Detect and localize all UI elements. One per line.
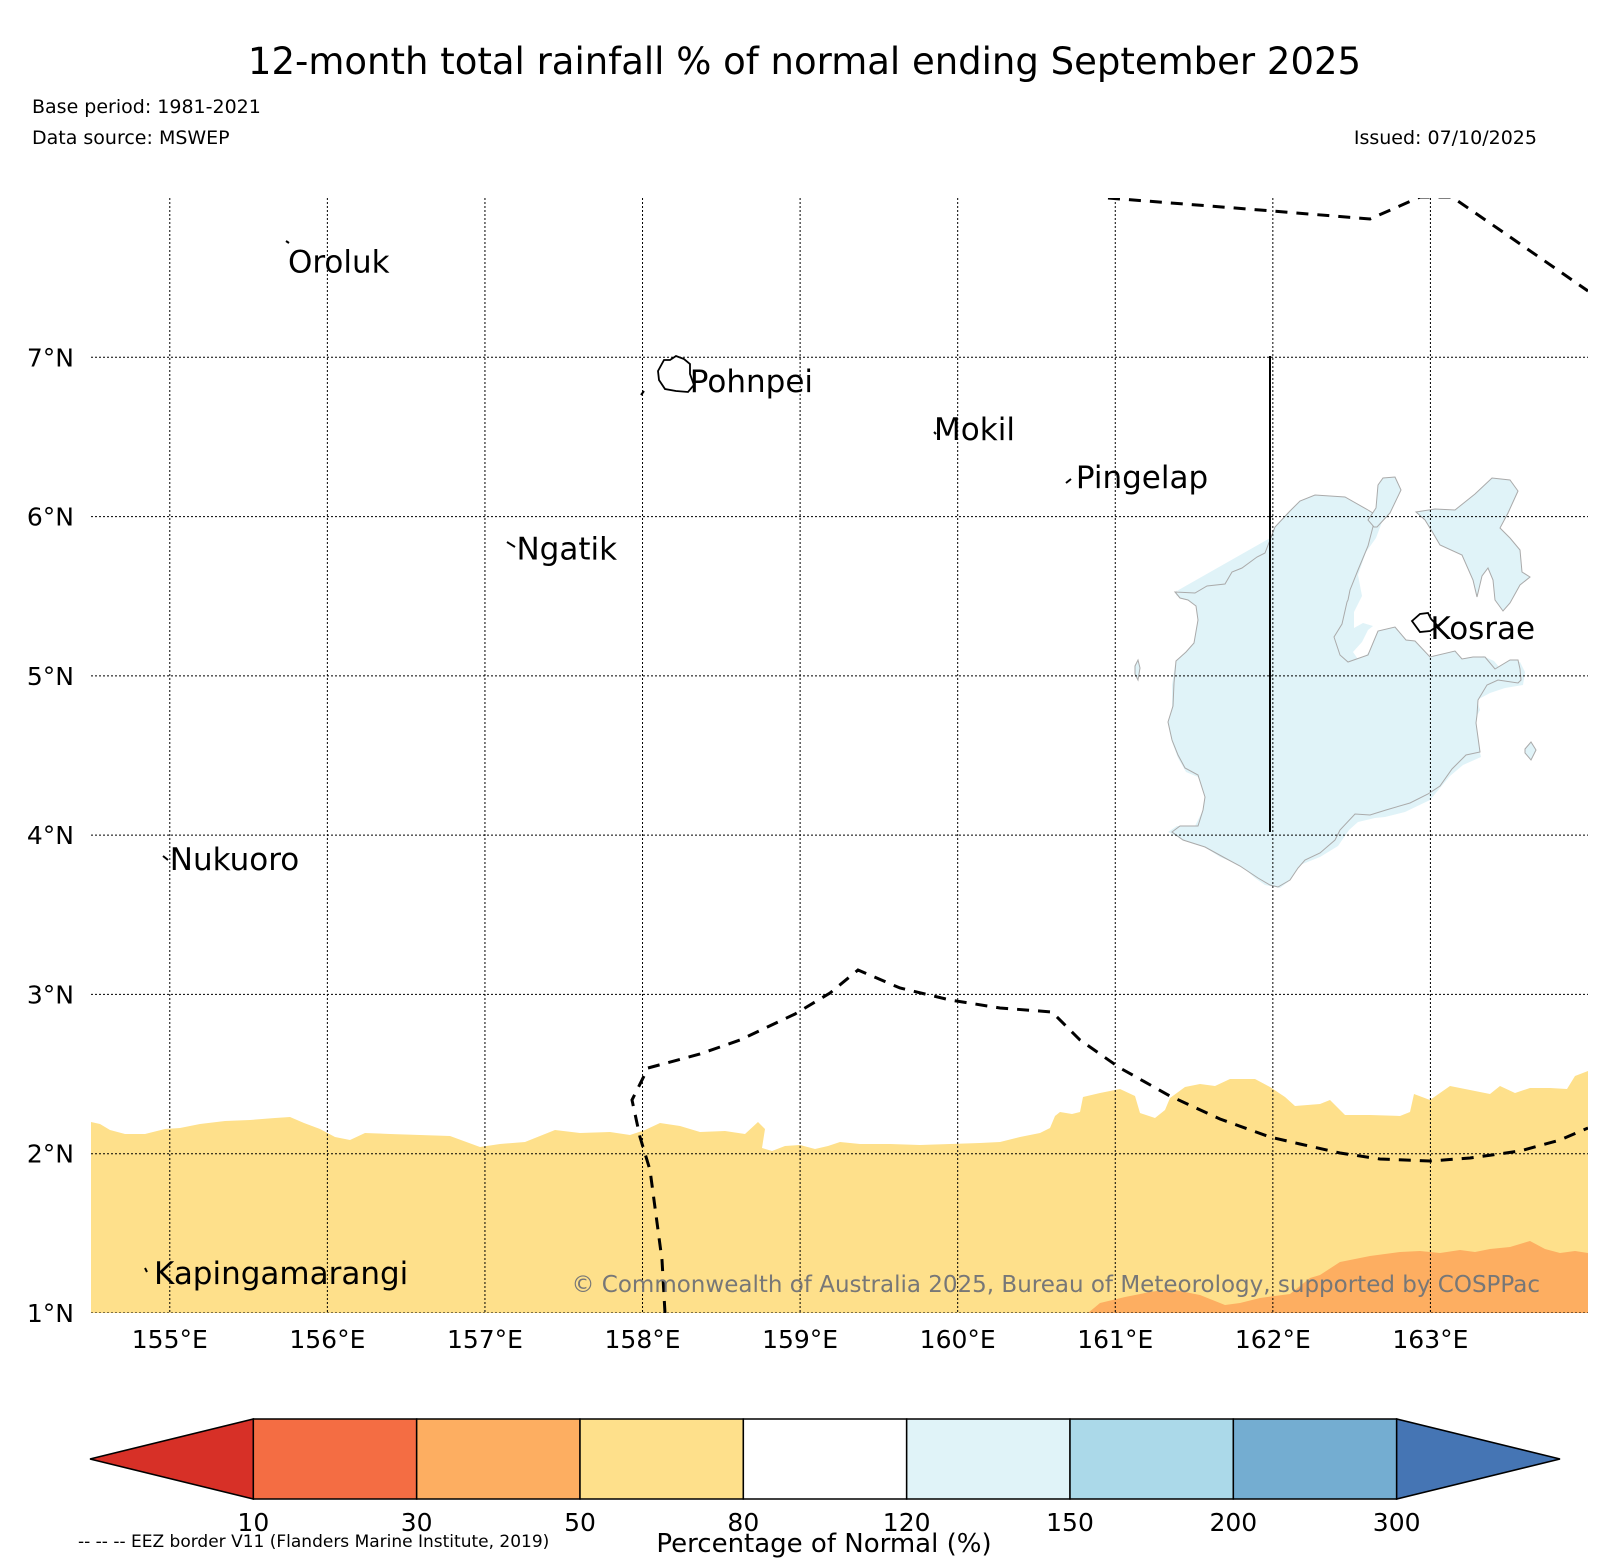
lat-tick-label: 6°N [27, 503, 74, 532]
lon-tick-label: 160°E [920, 1325, 996, 1354]
lat-tick-label: 1°N [27, 1299, 74, 1328]
colorbar-segment [905, 1418, 1071, 1500]
colorbar-extend-high [1395, 1418, 1561, 1500]
lat-tick-label: 7°N [27, 343, 74, 372]
island-label-pingelap: Pingelap [1076, 460, 1208, 496]
data-source: Data source: MSWEP [32, 127, 230, 149]
region-50-80 [91, 1071, 1588, 1313]
colorbar-label: Percentage of Normal (%) [656, 1529, 991, 1559]
region-120-150-ne2 [1414, 477, 1531, 612]
colorbar: 10 30 50 80 120 150 200 300 [89, 1418, 1561, 1537]
mokil-outline [933, 431, 937, 435]
issued-date: Issued: 07/10/2025 [1353, 127, 1537, 149]
lon-tick-label: 156°E [289, 1325, 365, 1354]
lon-tick-label: 158°E [605, 1325, 681, 1354]
colorbar-segment [1069, 1418, 1235, 1500]
copyright-text: © Commonwealth of Australia 2025, Bureau… [571, 1272, 1540, 1298]
island-labels: Oroluk Pohnpei Mokil Pingelap Ngatik Kosrae Nu… [154, 245, 1535, 1292]
ant-atoll-outline [640, 390, 645, 396]
island-label-nukuoro: Nukuoro [170, 842, 299, 878]
lat-tick-label: 3°N [27, 980, 74, 1009]
colorbar-tick-label: 200 [1209, 1508, 1257, 1537]
longitude-labels: 155°E 156°E 157°E 158°E 159°E 160°E 161°E 162°E… [132, 1325, 1469, 1354]
lat-tick-label: 4°N [27, 821, 74, 850]
eez-border-south [630, 968, 1588, 1313]
lon-tick-label: 161°E [1077, 1325, 1153, 1354]
oroluk-outline [285, 240, 290, 244]
lon-tick-label: 159°E [762, 1325, 838, 1354]
lat-tick-label: 5°N [27, 662, 74, 691]
latitude-labels: 1°N 2°N 3°N 4°N 5°N 6°N 7°N [27, 343, 74, 1328]
region-30-50 [1088, 1241, 1588, 1313]
region-120-150-ne [1367, 476, 1402, 528]
colorbar-tick-label: 10 [237, 1508, 269, 1537]
pohnpei-outline [657, 354, 696, 393]
pingelap-outline [1065, 478, 1072, 484]
colorbar-segment [252, 1418, 418, 1500]
lon-tick-label: 162°E [1235, 1325, 1311, 1354]
colorbar-tick-label: 150 [1046, 1508, 1094, 1537]
colorbar-tick-label: 50 [564, 1508, 596, 1537]
map-area [91, 198, 1588, 1313]
island-label-pohnpei: Pohnpei [690, 364, 813, 400]
ngatik-outline [506, 541, 516, 548]
island-label-oroluk: Oroluk [288, 245, 390, 281]
eez-border-north [1107, 198, 1588, 293]
colorbar-segment [1232, 1418, 1398, 1500]
island-label-kosrae: Kosrae [1430, 611, 1535, 647]
region-120-150-sw-dot [1134, 658, 1141, 682]
colorbar-tick-label: 80 [727, 1508, 759, 1537]
kosrae-outline [1410, 612, 1440, 633]
colorbar-segment [415, 1418, 581, 1500]
colorbar-tick-label: 120 [883, 1508, 931, 1537]
lon-tick-label: 157°E [447, 1325, 523, 1354]
colorbar-extend-low [89, 1418, 255, 1500]
lon-tick-label: 155°E [132, 1325, 208, 1354]
island-label-ngatik: Ngatik [516, 531, 617, 567]
colorbar-tick-label: 300 [1373, 1508, 1421, 1537]
region-120-150-e-dot [1524, 741, 1537, 761]
colorbar-tick-label: 30 [401, 1508, 433, 1537]
lat-tick-label: 2°N [27, 1140, 74, 1169]
island-label-kapingamarangi: Kapingamarangi [154, 1256, 408, 1292]
kapinga-outline [144, 1267, 148, 1273]
graticule [91, 198, 1588, 1313]
base-period: Base period: 1981-2021 [32, 96, 261, 118]
colorbar-segment [579, 1418, 745, 1500]
nukuoro-outline [162, 855, 169, 861]
map-title: 12-month total rainfall % of normal endi… [247, 40, 1362, 83]
colorbar-segment [742, 1418, 908, 1500]
eez-note: -- -- -- EEZ border V11 (Flanders Marine… [78, 1532, 550, 1552]
island-label-mokil: Mokil [934, 412, 1015, 448]
lon-tick-label: 163°E [1392, 1325, 1468, 1354]
